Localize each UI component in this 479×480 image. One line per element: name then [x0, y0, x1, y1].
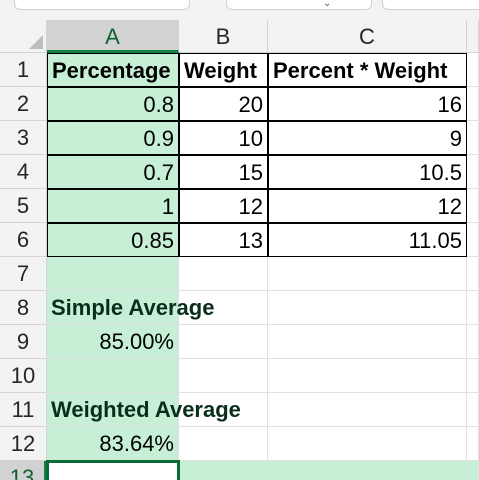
- cell-a5[interactable]: 1: [47, 189, 179, 223]
- chevron-down-icon: ⌄: [323, 0, 332, 9]
- table-row: 13: [0, 460, 479, 480]
- cell-b1[interactable]: Weight: [179, 53, 268, 87]
- cell-b9[interactable]: [179, 325, 268, 359]
- cell-d1[interactable]: [467, 53, 479, 87]
- column-header-d[interactable]: [467, 20, 479, 53]
- table-row: 5 1 12 12: [0, 189, 479, 223]
- column-header-b[interactable]: B: [179, 20, 268, 53]
- cell-d7[interactable]: [467, 257, 479, 291]
- cell-b8[interactable]: [179, 291, 268, 325]
- cell-a1[interactable]: Percentage: [47, 53, 179, 87]
- cell-a3[interactable]: 0.9: [47, 121, 179, 155]
- cell-c2[interactable]: 16: [268, 87, 467, 121]
- cell-b4[interactable]: 15: [179, 155, 268, 189]
- table-row: 8 Simple Average: [0, 291, 479, 325]
- ribbon-edge: ⌄: [0, 0, 479, 20]
- cell-c13[interactable]: [268, 461, 467, 480]
- name-box[interactable]: [14, 0, 190, 10]
- cell-d13[interactable]: [467, 461, 479, 480]
- cell-c5[interactable]: 12: [268, 189, 467, 223]
- table-row: 12 83.64%: [0, 427, 479, 461]
- cell-d4[interactable]: [467, 155, 479, 189]
- cell-a9[interactable]: 85.00%: [47, 325, 179, 359]
- cell-b3[interactable]: 10: [179, 121, 268, 155]
- cell-d8[interactable]: [467, 291, 479, 325]
- cell-d2[interactable]: [467, 87, 479, 121]
- cell-c11[interactable]: [268, 393, 467, 427]
- column-header-row: A B C: [0, 20, 479, 53]
- row-header[interactable]: 11: [0, 393, 47, 427]
- cell-b5[interactable]: 12: [179, 189, 268, 223]
- cell-d6[interactable]: [467, 223, 479, 257]
- cell-d3[interactable]: [467, 121, 479, 155]
- row-header[interactable]: 3: [0, 121, 47, 155]
- cell-a10[interactable]: [47, 359, 179, 393]
- row-header[interactable]: 5: [0, 189, 47, 223]
- cell-d12[interactable]: [467, 427, 479, 461]
- ribbon-control-2[interactable]: [382, 0, 479, 10]
- cell-b11[interactable]: [179, 393, 268, 427]
- cell-a8[interactable]: Simple Average: [47, 291, 214, 325]
- row-header[interactable]: 1: [0, 53, 47, 87]
- cell-c10[interactable]: [268, 359, 467, 393]
- active-cell-cursor[interactable]: [46, 460, 180, 480]
- row-header[interactable]: 4: [0, 155, 47, 189]
- cell-b12[interactable]: [179, 427, 268, 461]
- row-header[interactable]: 13: [0, 461, 47, 480]
- cell-a7[interactable]: [47, 257, 179, 291]
- cell-c12[interactable]: [268, 427, 467, 461]
- cell-d9[interactable]: [467, 325, 479, 359]
- cell-b13[interactable]: [179, 461, 268, 480]
- table-row: 11 Weighted Average: [0, 393, 479, 427]
- cell-a12[interactable]: 83.64%: [47, 427, 179, 461]
- cell-b2[interactable]: 20: [179, 87, 268, 121]
- cell-c3[interactable]: 9: [268, 121, 467, 155]
- table-row: 2 0.8 20 16: [0, 87, 479, 121]
- row-header[interactable]: 10: [0, 359, 47, 393]
- row-header[interactable]: 6: [0, 223, 47, 257]
- cell-c1[interactable]: Percent * Weight: [268, 53, 467, 87]
- cell-a6[interactable]: 0.85: [47, 223, 179, 257]
- worksheet-grid[interactable]: A B C 1 Percentage Weight Percent * Weig…: [0, 20, 479, 480]
- row-header[interactable]: 2: [0, 87, 47, 121]
- table-row: 9 85.00%: [0, 325, 479, 359]
- cell-c7[interactable]: [268, 257, 467, 291]
- cell-a11[interactable]: Weighted Average: [47, 393, 241, 427]
- row-header[interactable]: 7: [0, 257, 47, 291]
- table-row: 3 0.9 10 9: [0, 121, 479, 155]
- select-all-icon: [29, 35, 43, 49]
- table-row: 7: [0, 257, 479, 291]
- cell-c8[interactable]: [268, 291, 467, 325]
- cell-c9[interactable]: [268, 325, 467, 359]
- table-row: 1 Percentage Weight Percent * Weight: [0, 53, 479, 87]
- column-header-a[interactable]: A: [47, 20, 179, 53]
- select-all-button[interactable]: [0, 20, 47, 53]
- cell-c6[interactable]: 11.05: [268, 223, 467, 257]
- cell-d11[interactable]: [467, 393, 479, 427]
- table-row: 4 0.7 15 10.5: [0, 155, 479, 189]
- row-header[interactable]: 8: [0, 291, 47, 325]
- ribbon-control[interactable]: [226, 0, 372, 10]
- cell-b10[interactable]: [179, 359, 268, 393]
- cell-a2[interactable]: 0.8: [47, 87, 179, 121]
- cell-b7[interactable]: [179, 257, 268, 291]
- row-header[interactable]: 9: [0, 325, 47, 359]
- table-row: 6 0.85 13 11.05: [0, 223, 479, 257]
- row-header[interactable]: 12: [0, 427, 47, 461]
- column-header-c[interactable]: C: [268, 20, 467, 53]
- table-row: 10: [0, 359, 479, 393]
- cell-d5[interactable]: [467, 189, 479, 223]
- cell-c4[interactable]: 10.5: [268, 155, 467, 189]
- cell-b6[interactable]: 13: [179, 223, 268, 257]
- cell-a4[interactable]: 0.7: [47, 155, 179, 189]
- cell-d10[interactable]: [467, 359, 479, 393]
